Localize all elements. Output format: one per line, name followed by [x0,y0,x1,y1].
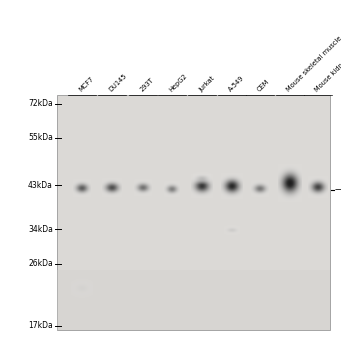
Text: 72kDa: 72kDa [28,99,53,108]
Text: — ALDOA: — ALDOA [335,186,341,195]
Text: 43kDa: 43kDa [28,181,53,189]
Text: A-549: A-549 [228,75,246,93]
Text: 26kDa: 26kDa [28,259,53,268]
Text: 17kDa: 17kDa [28,322,53,330]
Text: 55kDa: 55kDa [28,133,53,142]
Text: 34kDa: 34kDa [28,224,53,233]
Text: 293T: 293T [139,77,155,93]
Text: Mouse kidney: Mouse kidney [314,56,341,93]
Text: HepG2: HepG2 [168,73,188,93]
Text: MCF7: MCF7 [78,76,95,93]
Text: CEM: CEM [256,79,270,93]
Text: Jurkat: Jurkat [198,75,216,93]
Text: DU145: DU145 [108,73,128,93]
Bar [57,95,330,330]
Text: Mouse skeletal muscle: Mouse skeletal muscle [286,35,341,93]
Bar [57,270,330,330]
